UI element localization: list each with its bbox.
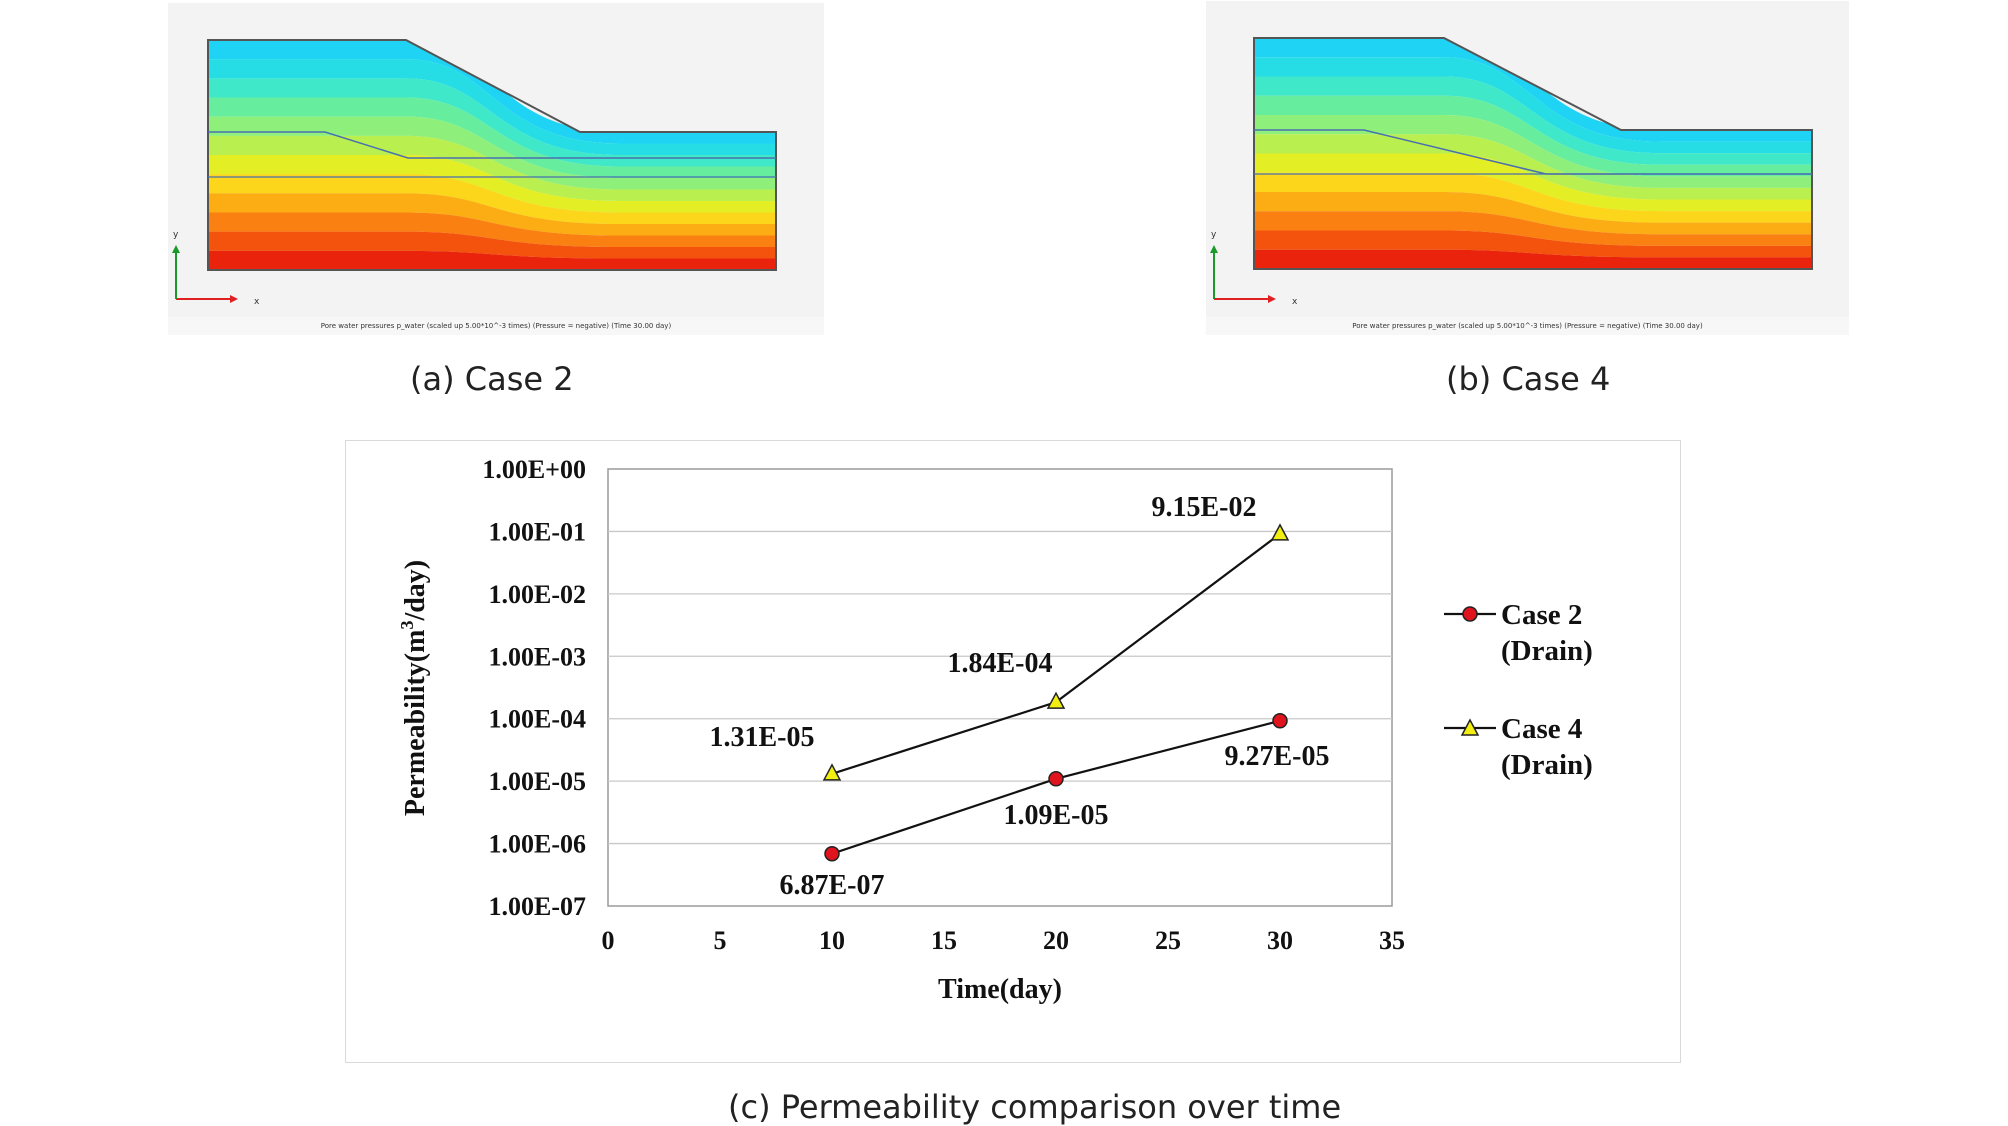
legend-marker-case4: [1460, 718, 1480, 736]
y-tick-label: 1.00E-02: [489, 580, 587, 609]
x-axis-arrowhead: [1268, 295, 1276, 303]
contour-band: [208, 40, 776, 144]
model-boundary: [207, 39, 777, 271]
legend-label-case4: Case 4: [1501, 713, 1582, 745]
contour-band: [208, 174, 776, 224]
contour-band: [208, 231, 776, 259]
data-point-triangle: [1046, 691, 1066, 709]
y-tick-label: 1.00E-01: [489, 517, 587, 546]
panel-footer-case4: Pore water pressures p_water (scaled up …: [1206, 317, 1849, 335]
permeability-chart: 1.00E-07 1.00E-06 1.00E-05 1.00E-04 1.00E-03…: [345, 440, 1681, 1063]
x-axis-label: x: [1292, 297, 1298, 307]
y-axis-label: y: [1211, 230, 1217, 240]
contour-band: [1254, 38, 1812, 142]
caption-case2: (a) Case 2: [410, 360, 574, 398]
caption-chart: (c) Permeability comparison over time: [728, 1088, 1342, 1126]
x-axis-label: x: [254, 297, 260, 307]
data-point-circle: [824, 846, 840, 862]
data-label: 9.27E-05: [1225, 741, 1330, 772]
background-mask: [1252, 8, 1814, 130]
panel-footer-case2: Pore water pressures p_water (scaled up …: [168, 317, 824, 335]
x-tick-label: 5: [714, 926, 727, 955]
contour-band: [208, 155, 776, 213]
contour-band: [1254, 230, 1812, 258]
y-tick-labels: 1.00E-07 1.00E-06 1.00E-05 1.00E-04 1.00E-03…: [482, 455, 586, 921]
y-axis-arrowhead: [172, 245, 180, 253]
caption-case4: (b) Case 4: [1446, 360, 1611, 398]
data-point-triangle: [1270, 523, 1290, 541]
series-line: [831, 719, 1281, 855]
x-tick-label: 35: [1379, 926, 1405, 955]
y-axis-label: y: [173, 230, 179, 240]
background-mask: [206, 10, 778, 132]
data-label: 1.09E-05: [1004, 800, 1109, 831]
y-axis-title: Permeability(m3/day): [397, 560, 431, 816]
contour-plot-case4: xy: [1210, 8, 1814, 307]
contour-band: [208, 116, 776, 190]
data-label: 6.87E-07: [780, 870, 885, 901]
series-markers: [822, 523, 1290, 862]
contour-band: [1254, 249, 1812, 269]
contour-band: [208, 59, 776, 155]
data-point-triangle: [822, 763, 842, 781]
legend-label-case2: Case 2: [1501, 599, 1582, 631]
legend-sublabel-case4: (Drain): [1501, 749, 1593, 781]
contour-band: [1254, 95, 1812, 177]
contour-band: [1254, 172, 1812, 223]
x-tick-label: 30: [1267, 926, 1293, 955]
contour-plot-case2: xy: [172, 10, 778, 307]
y-tick-label: 1.00E-04: [489, 705, 587, 734]
data-point-circle: [1272, 713, 1288, 729]
contour-band: [208, 135, 776, 201]
contour-band: [1254, 153, 1812, 212]
y-tick-label: 1.00E-05: [489, 767, 587, 796]
data-label: 1.84E-04: [948, 648, 1053, 679]
grid-lines: [608, 530, 1392, 845]
y-tick-label: 1.00E-03: [489, 642, 587, 671]
contour-band: [208, 97, 776, 178]
contour-band: [208, 212, 776, 247]
x-tick-labels: 0 5 10 15 20 25 30 35: [602, 926, 1406, 955]
x-tick-label: 10: [819, 926, 845, 955]
legend-marker-case2: [1462, 606, 1478, 622]
permeability-chart-svg: 1.00E-07 1.00E-06 1.00E-05 1.00E-04 1.00E-03…: [397, 455, 1593, 1005]
x-tick-label: 0: [602, 926, 615, 955]
contour-band: [208, 193, 776, 236]
x-axis-arrowhead: [230, 295, 238, 303]
contour-band: [1254, 76, 1812, 165]
y-tick-label: 1.00E-06: [489, 830, 587, 859]
contour-band: [1254, 134, 1812, 200]
data-label: 1.31E-05: [710, 722, 815, 753]
contour-band: [1254, 115, 1812, 188]
contour-band: [208, 250, 776, 270]
contour-band: [1254, 57, 1812, 154]
contour-band: [208, 78, 776, 167]
x-tick-label: 15: [931, 926, 957, 955]
contour-band: [1254, 211, 1812, 246]
x-tick-label: 25: [1155, 926, 1181, 955]
legend: Case 2 (Drain) Case 4 (Drain): [1444, 599, 1593, 781]
data-labels: 6.87E-07 1.09E-05 9.27E-05 1.31E-05 1.84E-04…: [710, 492, 1330, 901]
model-boundary: [1253, 37, 1813, 270]
y-tick-label: 1.00E-07: [489, 892, 587, 921]
contour-band: [1254, 192, 1812, 235]
x-tick-label: 20: [1043, 926, 1069, 955]
y-axis-arrowhead: [1210, 245, 1218, 253]
x-axis-title: Time(day): [938, 974, 1062, 1005]
legend-sublabel-case2: (Drain): [1501, 635, 1593, 667]
data-label: 9.15E-02: [1152, 492, 1257, 523]
plot-area: [607, 468, 1393, 907]
material-boundary-line: [208, 131, 776, 159]
data-point-circle: [1048, 771, 1064, 787]
y-tick-label: 1.00E+00: [482, 455, 586, 484]
